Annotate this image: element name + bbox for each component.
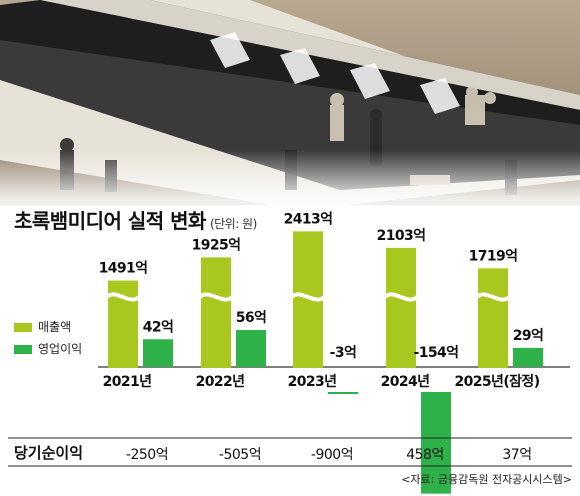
revenue-bar xyxy=(201,257,231,368)
operating-profit-value-label: 56억 xyxy=(236,310,267,326)
revenue-value-label: 1491억 xyxy=(99,261,148,277)
axis-break-mark xyxy=(475,292,511,302)
revenue-value-label: 1719억 xyxy=(469,248,518,264)
net-income-label: 당기순이익 xyxy=(14,444,84,462)
net-income-value: -250억 xyxy=(126,447,168,463)
legend-revenue-label: 매출액 xyxy=(38,320,72,334)
revenue-bar xyxy=(386,247,416,368)
category-label: 2021년 xyxy=(103,374,152,390)
legend-revenue-swatch xyxy=(14,323,32,332)
legend-op-swatch xyxy=(14,345,32,354)
axis-break-mark xyxy=(290,292,326,302)
net-income-value: -505억 xyxy=(219,447,261,463)
unit-label: (단위: 원) xyxy=(209,217,257,231)
revenue-value-label: 2103억 xyxy=(377,228,426,244)
operating-profit-bar xyxy=(513,347,543,367)
legend-op-label: 영업이익 xyxy=(38,342,83,356)
revenue-bar xyxy=(478,268,508,368)
operating-profit-bar xyxy=(236,330,266,367)
axis-break-mark xyxy=(105,292,141,302)
operating-profit-value-label: -154억 xyxy=(414,345,459,361)
category-label: 2022년 xyxy=(196,374,245,390)
revenue-value-label: 1925억 xyxy=(192,237,241,253)
category-label: 2025년(잠정) xyxy=(454,373,539,390)
revenue-value-label: 2413억 xyxy=(284,211,333,227)
axis-break-mark xyxy=(383,292,419,302)
source-note: <자료: 금융감독원 전자공시시스템> xyxy=(401,473,572,486)
chart-title: 초록뱀미디어 실적 변화 (단위: 원) xyxy=(14,209,257,233)
photo-fade xyxy=(0,150,580,230)
legend-revenue: 매출액 xyxy=(14,318,71,335)
net-income-value: 37억 xyxy=(502,447,531,463)
operating-profit-bar xyxy=(421,392,451,494)
operating-profit-value-label: -3억 xyxy=(330,345,357,361)
operating-profit-value-label: 42억 xyxy=(143,319,174,335)
operating-profit-value-label: 29억 xyxy=(513,328,544,344)
operating-profit-bar xyxy=(143,339,173,367)
operating-profit-bar xyxy=(328,392,358,394)
net-income-value: 458억 xyxy=(406,447,444,463)
category-label: 2023년 xyxy=(288,374,337,390)
category-label: 2024년 xyxy=(381,374,430,390)
legend-operating-profit: 영업이익 xyxy=(14,340,82,357)
net-income-value: -900억 xyxy=(311,447,353,463)
axis-break-mark xyxy=(198,292,234,302)
